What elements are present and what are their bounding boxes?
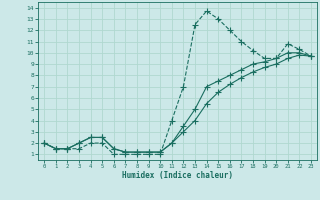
X-axis label: Humidex (Indice chaleur): Humidex (Indice chaleur) (122, 171, 233, 180)
